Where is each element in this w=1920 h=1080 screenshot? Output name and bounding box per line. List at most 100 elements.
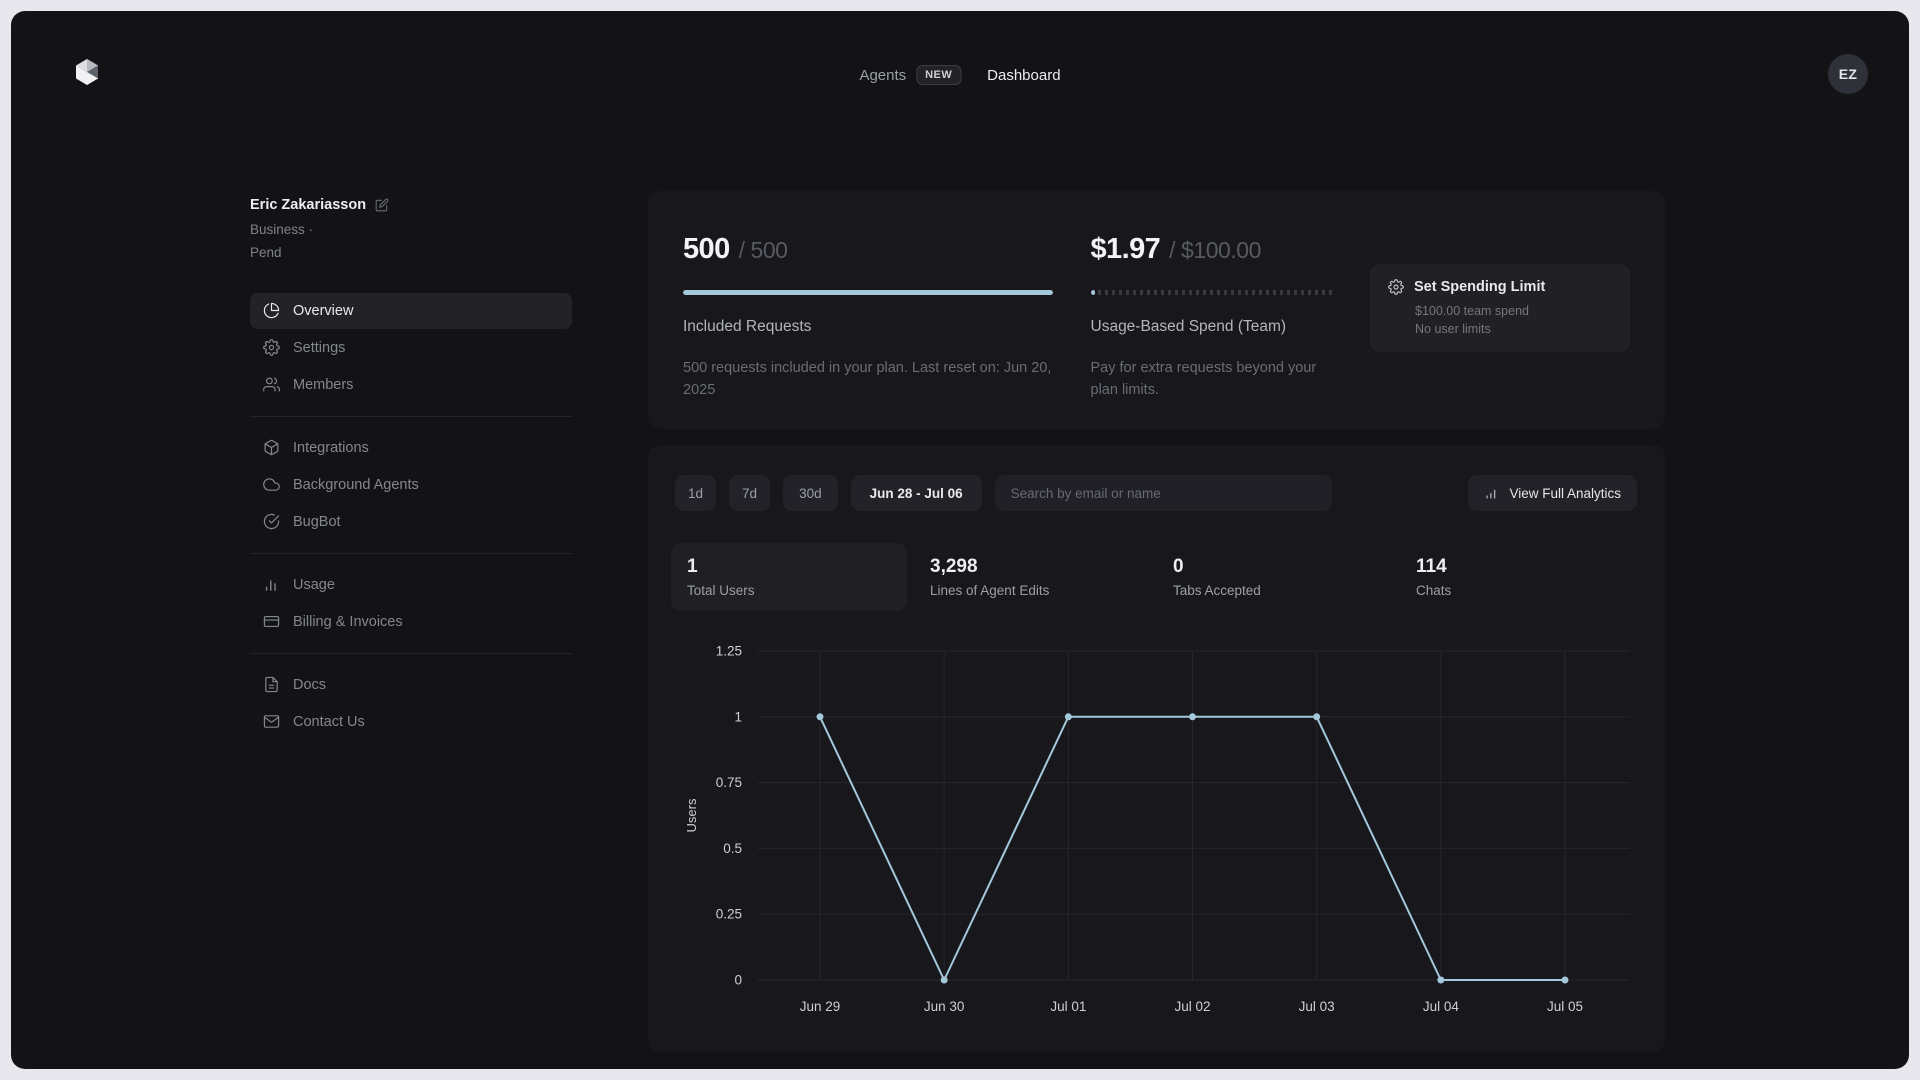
- stat-value: 1: [687, 556, 698, 577]
- sidebar-item-label: Docs: [293, 676, 327, 693]
- stat-chats[interactable]: 114 Chats: [1400, 543, 1636, 611]
- svg-text:Jun 29: Jun 29: [800, 999, 841, 1014]
- svg-text:1.25: 1.25: [716, 644, 742, 659]
- stat-label: Total Users: [687, 583, 755, 598]
- sidebar-item-background-agents[interactable]: Background Agents: [250, 467, 572, 503]
- package-icon: [263, 439, 280, 456]
- check-circle-icon: [263, 513, 280, 530]
- stats-row: 1 Total Users 3,298 Lines of Agent Edits…: [671, 543, 1636, 611]
- team-plan: Business · Pend: [250, 219, 572, 265]
- sidebar-item-label: Overview: [293, 302, 354, 319]
- spend-description: Pay for extra requests beyond your plan …: [1090, 360, 1317, 399]
- included-requests-total: / 500: [738, 237, 788, 263]
- svg-text:1: 1: [734, 709, 742, 724]
- nav-dashboard[interactable]: Dashboard: [987, 67, 1060, 84]
- nav-agents[interactable]: Agents NEW: [859, 65, 962, 85]
- new-badge: NEW: [916, 65, 962, 85]
- sidebar-item-label: Integrations: [293, 439, 369, 456]
- range-1d-button[interactable]: 1d: [675, 475, 717, 511]
- sidebar-item-settings[interactable]: Settings: [250, 330, 572, 366]
- analytics-card: 1d 7d 30d Jun 28 - Jul 06 View Full Anal…: [648, 445, 1665, 1052]
- svg-text:Jul 01: Jul 01: [1050, 999, 1086, 1014]
- svg-text:0.5: 0.5: [723, 841, 742, 856]
- svg-text:Jul 05: Jul 05: [1547, 999, 1583, 1014]
- team-name: Eric Zakariasson: [250, 197, 367, 213]
- bar-chart-icon: [263, 576, 280, 593]
- included-requests-metric: 500 / 500 Included Requests 500 requests…: [683, 233, 1053, 429]
- svg-text:Jul 03: Jul 03: [1299, 999, 1335, 1014]
- pie-chart-icon: [263, 302, 280, 319]
- user-avatar[interactable]: EZ: [1828, 54, 1868, 94]
- sidebar-item-overview[interactable]: Overview: [250, 292, 572, 329]
- sidebar-item-contact[interactable]: Contact Us: [250, 704, 572, 740]
- users-line-chart: 0 0.25 0.5 0.75 1 1.25 Jun 29 Jun 30 Jul 01 Jul 0…: [648, 625, 1665, 1045]
- stat-label: Chats: [1416, 583, 1452, 598]
- stat-tabs-accepted[interactable]: 0 Tabs Accepted: [1157, 543, 1393, 611]
- sidebar-item-docs[interactable]: Docs: [250, 667, 572, 703]
- cursor-logo-icon[interactable]: [71, 56, 103, 88]
- team-plan-line2: Pend: [250, 244, 282, 260]
- edit-team-name-icon[interactable]: [375, 198, 389, 212]
- mail-icon: [263, 713, 280, 730]
- sidebar-divider: [250, 652, 572, 654]
- nav-dashboard-label: Dashboard: [987, 66, 1061, 84]
- user-limit-status: No user limits: [1415, 322, 1491, 337]
- svg-text:0.75: 0.75: [716, 775, 742, 790]
- spend-title: Usage-Based Spend (Team): [1090, 318, 1287, 335]
- stat-value: 114: [1416, 556, 1447, 577]
- included-requests-title: Included Requests: [683, 318, 812, 335]
- sidebar-item-label: Usage: [293, 576, 335, 593]
- sidebar-item-label: BugBot: [293, 513, 341, 530]
- spend-total: / $100.00: [1169, 237, 1261, 263]
- stat-value: 3,298: [930, 556, 978, 577]
- sidebar: Eric Zakariasson Business · Pend Overvie…: [250, 197, 572, 741]
- top-navigation: Agents NEW Dashboard: [859, 57, 1061, 93]
- svg-text:Users: Users: [684, 798, 699, 832]
- sidebar-item-label: Members: [293, 376, 354, 393]
- svg-text:Jul 04: Jul 04: [1423, 999, 1460, 1014]
- sidebar-item-members[interactable]: Members: [250, 367, 572, 403]
- sidebar-item-label: Settings: [293, 339, 346, 356]
- spend-progress: [1090, 290, 1333, 295]
- search-input[interactable]: [994, 475, 1332, 511]
- range-7d-button[interactable]: 7d: [729, 475, 771, 511]
- bar-chart-icon: [1484, 486, 1499, 501]
- spend-used: $1.97: [1090, 233, 1161, 265]
- svg-text:Jul 02: Jul 02: [1174, 999, 1210, 1014]
- sidebar-item-billing[interactable]: Billing & Invoices: [250, 604, 572, 640]
- view-full-analytics-label: View Full Analytics: [1509, 485, 1621, 501]
- set-spending-limit-button[interactable]: Set Spending Limit $100.00 team spend No…: [1370, 264, 1630, 352]
- usage-summary-card: 500 / 500 Included Requests 500 requests…: [648, 191, 1665, 429]
- nav-agents-label: Agents: [859, 66, 907, 84]
- svg-text:Jun 30: Jun 30: [924, 999, 965, 1014]
- gear-icon: [1388, 279, 1404, 295]
- team-spend-limit: $100.00 team spend: [1415, 304, 1529, 318]
- view-full-analytics-button[interactable]: View Full Analytics: [1468, 475, 1637, 511]
- date-range-button[interactable]: Jun 28 - Jul 06: [850, 475, 982, 511]
- team-plan-line1: Business ·: [250, 222, 314, 237]
- avatar-initials: EZ: [1838, 66, 1858, 82]
- document-icon: [263, 676, 280, 693]
- gear-icon: [263, 339, 280, 357]
- sidebar-item-label: Contact Us: [293, 713, 365, 730]
- included-requests-description: 500 requests included in your plan. Last…: [683, 360, 1052, 399]
- sidebar-item-usage[interactable]: Usage: [250, 567, 572, 603]
- sidebar-item-integrations[interactable]: Integrations: [250, 430, 572, 466]
- sidebar-nav: Overview Settings Members Integrations B…: [250, 292, 572, 740]
- users-icon: [263, 376, 280, 393]
- stat-total-users[interactable]: 1 Total Users: [671, 543, 907, 611]
- sidebar-item-bugbot[interactable]: BugBot: [250, 504, 572, 540]
- filter-row: 1d 7d 30d Jun 28 - Jul 06 View Full Anal…: [675, 475, 1637, 511]
- sidebar-divider: [250, 415, 572, 417]
- stat-label: Lines of Agent Edits: [930, 583, 1050, 598]
- sidebar-divider: [250, 552, 572, 554]
- range-30d-button[interactable]: 30d: [783, 475, 838, 511]
- stat-agent-edits[interactable]: 3,298 Lines of Agent Edits: [914, 543, 1150, 611]
- cloud-icon: [263, 476, 280, 493]
- credit-card-icon: [263, 613, 280, 630]
- stat-value: 0: [1173, 556, 1184, 577]
- sidebar-item-label: Billing & Invoices: [293, 613, 403, 630]
- svg-text:0.25: 0.25: [716, 907, 742, 922]
- main-content: 500 / 500 Included Requests 500 requests…: [648, 191, 1665, 1052]
- app-window: Agents NEW Dashboard EZ Eric Zakariasson…: [11, 11, 1909, 1069]
